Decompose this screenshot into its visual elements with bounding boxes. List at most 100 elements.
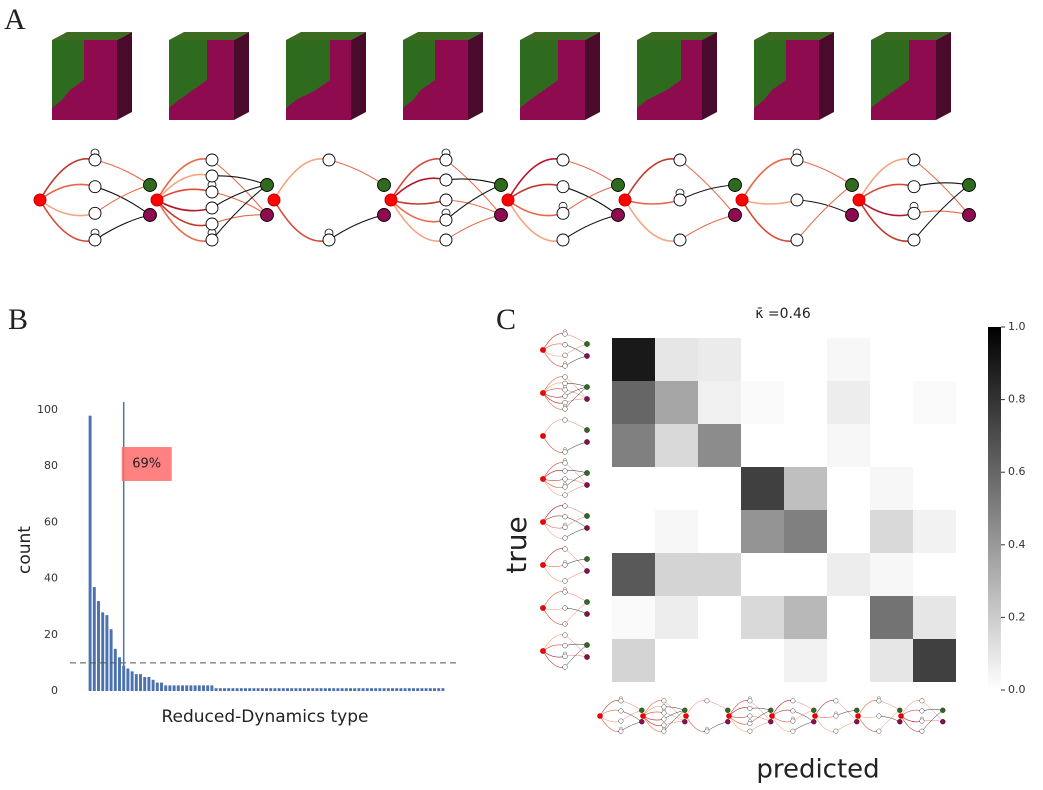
- output-node: [612, 179, 625, 192]
- bar: [311, 688, 314, 691]
- heatmap-cell: [870, 639, 913, 682]
- edge: [565, 549, 587, 571]
- node: [563, 364, 568, 369]
- source-node: [541, 391, 546, 396]
- heatmap-cell: [827, 424, 870, 467]
- heatmap-cell: [827, 596, 870, 639]
- bar: [160, 683, 163, 691]
- bar: [374, 688, 377, 691]
- edge: [793, 711, 814, 722]
- edge: [565, 592, 587, 602]
- node: [563, 332, 568, 337]
- edge: [563, 215, 618, 240]
- edge: [446, 160, 501, 215]
- colorbar-tick-label: 0.2: [1008, 610, 1026, 623]
- bar: [416, 688, 419, 691]
- edge: [329, 160, 384, 185]
- output-node: [584, 427, 589, 432]
- node: [908, 154, 920, 166]
- bar: [215, 688, 218, 691]
- edge: [543, 608, 565, 624]
- edge: [621, 722, 642, 732]
- output-node: [854, 708, 859, 713]
- node: [557, 154, 569, 166]
- node: [563, 665, 568, 670]
- colorbar-tick-label: 0.4: [1008, 538, 1026, 551]
- bar: [324, 688, 327, 691]
- output-node: [584, 396, 589, 401]
- edge: [391, 159, 446, 200]
- heatmap-cell: [612, 338, 655, 381]
- panel-label: C: [496, 303, 516, 336]
- edge: [543, 393, 565, 409]
- heatmap-cell: [827, 467, 870, 510]
- edge: [391, 200, 446, 241]
- source-node: [727, 714, 732, 719]
- output-node: [846, 209, 859, 222]
- source-node: [770, 714, 775, 719]
- output-node: [584, 513, 589, 518]
- source-node: [151, 194, 163, 206]
- node: [563, 643, 568, 648]
- edge: [95, 160, 150, 185]
- node: [920, 709, 925, 714]
- edge: [157, 159, 212, 200]
- edge: [543, 470, 565, 479]
- heatmap-cell: [612, 510, 655, 553]
- node: [89, 154, 101, 166]
- bar: [89, 416, 92, 691]
- edge: [922, 701, 943, 722]
- output-node: [811, 719, 816, 724]
- cube-side: [936, 32, 951, 120]
- heatmap-cell: [827, 338, 870, 381]
- edge: [729, 708, 750, 716]
- heatmap-cell: [913, 553, 956, 596]
- edge: [742, 200, 797, 241]
- bar: [101, 612, 104, 691]
- output-node: [584, 384, 589, 389]
- colorbar-tick-label: 1.0: [1008, 320, 1026, 333]
- bar: [210, 685, 213, 691]
- edge: [565, 442, 587, 452]
- heatmap-cell: [655, 639, 698, 682]
- heatmap-cell: [870, 596, 913, 639]
- y-tick-label: 80: [44, 459, 58, 472]
- edge: [729, 716, 750, 732]
- node: [563, 342, 568, 347]
- output-node: [495, 209, 508, 222]
- bar: [236, 688, 239, 691]
- cube-side: [117, 32, 132, 120]
- node: [563, 536, 568, 541]
- bar: [387, 688, 390, 691]
- node: [440, 174, 452, 186]
- node: [662, 699, 667, 704]
- colorbar-tick-label: 0.8: [1008, 393, 1026, 406]
- edge: [836, 722, 857, 732]
- node: [662, 723, 667, 728]
- edge: [212, 176, 267, 185]
- bar: [408, 688, 411, 691]
- heatmap-cell: [784, 596, 827, 639]
- bar: [420, 688, 423, 691]
- edge: [625, 159, 680, 200]
- output-node: [584, 525, 589, 530]
- node: [563, 493, 568, 498]
- y-tick-label: 60: [44, 515, 58, 528]
- edge: [680, 215, 735, 240]
- edge: [543, 479, 565, 481]
- bar: [231, 688, 234, 691]
- edge: [543, 479, 565, 495]
- edge: [565, 559, 587, 565]
- output-node: [682, 719, 687, 724]
- source-node: [541, 563, 546, 568]
- bar: [194, 685, 197, 691]
- edge: [565, 334, 587, 344]
- edge: [565, 635, 587, 657]
- node: [791, 699, 796, 704]
- source-node: [541, 520, 546, 525]
- bar: [143, 677, 146, 691]
- node: [206, 186, 218, 198]
- heatmap-cell: [870, 467, 913, 510]
- node: [563, 622, 568, 627]
- node: [662, 717, 667, 722]
